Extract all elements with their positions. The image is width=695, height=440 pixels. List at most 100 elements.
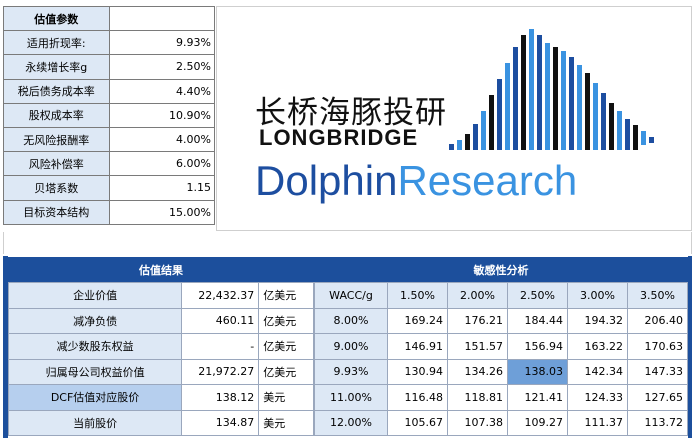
param-value: 6.00%: [108, 151, 215, 177]
param-label: 无风险报酬率: [3, 126, 110, 153]
sensitivity-cell: 163.22: [567, 333, 628, 360]
sensitivity-cell: 121.41: [507, 384, 568, 411]
valuation-value: 21,972.27: [181, 358, 260, 385]
wacc-value: 12.00%: [314, 409, 388, 436]
logo-chinese-name: 长桥海豚投研: [255, 95, 447, 131]
sensitivity-row: 8.00% 169.24 176.21 184.44 194.32 206.40: [314, 307, 688, 334]
sensitivity-cell: 147.33: [627, 358, 688, 385]
valuation-label: 减少数股东权益: [7, 333, 183, 360]
valuation-value: 460.11: [181, 307, 260, 334]
sensitivity-cell: 109.27: [507, 409, 568, 436]
valuation-row: 减净负债 460.11 亿美元: [7, 307, 314, 334]
sensitivity-cell: 206.40: [627, 307, 688, 334]
sensitivity-row: 11.00% 116.48 118.81 121.41 124.33 127.6…: [314, 384, 688, 411]
g-header: 1.50%: [387, 282, 448, 309]
param-value: 9.93%: [108, 30, 215, 56]
param-row: 风险补偿率 6.00%: [3, 151, 215, 177]
valuation-unit: 亿美元: [258, 358, 314, 385]
param-value: 2.50%: [108, 54, 215, 80]
param-row: 无风险报酬率 4.00%: [3, 126, 215, 153]
valuation-unit: 美元: [258, 409, 314, 436]
param-value: 4.00%: [108, 126, 215, 153]
param-row: 适用折现率: 9.93%: [3, 30, 215, 56]
param-row: 股权成本率 10.90%: [3, 102, 215, 128]
param-row: 永续增长率g 2.50%: [3, 54, 215, 80]
wacc-value: 11.00%: [314, 384, 388, 411]
sensitivity-cell: 184.44: [507, 307, 568, 334]
valuation-row: 减少数股东权益 - 亿美元: [7, 333, 314, 360]
param-row: 税后债务成本率 4.40%: [3, 78, 215, 104]
valuation-row: 当前股价 134.87 美元: [7, 409, 314, 436]
brand-part-research: Research: [397, 157, 578, 204]
brand-part-dolphin: Dolphin: [255, 157, 398, 204]
sensitivity-cell: 118.81: [447, 384, 508, 411]
param-label: 目标资本结构: [3, 199, 110, 225]
sensitivity-cell: 127.65: [627, 384, 688, 411]
g-header: 3.00%: [567, 282, 628, 309]
valuation-params-table: 估值参数 适用折现率: 9.93% 永续增长率g 2.50% 税后债务成本率 4…: [3, 5, 215, 225]
logo-brand-wordmark: DolphinResearch: [255, 157, 577, 205]
params-title: 估值参数: [3, 5, 110, 32]
wacc-value: 8.00%: [314, 307, 388, 334]
right-edge-band: [688, 256, 692, 438]
logo-bars-graphic: [449, 29, 654, 150]
valuation-unit: 美元: [258, 384, 314, 411]
valuation-label: 减净负债: [7, 307, 183, 334]
sensitivity-cell: 169.24: [387, 307, 448, 334]
sensitivity-cell: 194.32: [567, 307, 628, 334]
valuation-row: 归属母公司权益价值 21,972.27 亿美元: [7, 358, 314, 385]
sensitivity-cell: 130.94: [387, 358, 448, 385]
valuation-result-header: 估值结果: [8, 257, 314, 282]
g-header: 2.50%: [507, 282, 568, 309]
left-edge-band: [3, 256, 8, 438]
sensitivity-cell: 116.48: [387, 384, 448, 411]
param-label: 贝塔系数: [3, 175, 110, 201]
valuation-row: DCF估值对应股价 138.12 美元: [7, 384, 314, 411]
sensitivity-table: WACC/g 1.50% 2.00% 2.50% 3.00% 3.50% 8.0…: [314, 282, 688, 436]
param-row: 贝塔系数 1.15: [3, 175, 215, 201]
sensitivity-cell: 134.26: [447, 358, 508, 385]
valuation-value: 138.12: [181, 384, 260, 411]
param-value: 15.00%: [108, 199, 215, 225]
wacc-value: 9.93%: [314, 358, 388, 385]
sensitivity-row: 9.00% 146.91 151.57 156.94 163.22 170.63: [314, 333, 688, 360]
valuation-value: -: [181, 333, 260, 360]
sensitivity-row: 9.93% 130.94 134.26 138.03 142.34 147.33: [314, 358, 688, 385]
sensitivity-cell: 111.37: [567, 409, 628, 436]
spacer-row: [3, 232, 692, 254]
param-row: 目标资本结构 15.00%: [3, 199, 215, 225]
valuation-value: 134.87: [181, 409, 260, 436]
sensitivity-cell: 176.21: [447, 307, 508, 334]
g-header: 3.50%: [627, 282, 688, 309]
sensitivity-cell: 105.67: [387, 409, 448, 436]
param-value: 4.40%: [108, 78, 215, 104]
sensitivity-header-row: WACC/g 1.50% 2.00% 2.50% 3.00% 3.50%: [314, 282, 688, 309]
sensitivity-cell: 156.94: [507, 333, 568, 360]
valuation-label: 归属母公司权益价值: [7, 358, 183, 385]
valuation-value: 22,432.37: [181, 282, 260, 309]
valuation-row: 企业价值 22,432.37 亿美元: [7, 282, 314, 309]
valuation-label: DCF估值对应股价: [7, 384, 183, 411]
param-label: 永续增长率g: [3, 54, 110, 80]
valuation-label: 企业价值: [7, 282, 183, 309]
sensitivity-header: 敏感性分析: [314, 257, 688, 282]
sensitivity-cell: 142.34: [567, 358, 628, 385]
sensitivity-cell: 107.38: [447, 409, 508, 436]
params-title-blank: [108, 5, 215, 32]
valuation-unit: 亿美元: [258, 307, 314, 334]
valuation-unit: 亿美元: [258, 282, 314, 309]
longbridge-logo: 长桥海豚投研 LONGBRIDGE DolphinResearch: [216, 6, 692, 231]
valuation-result-table: 企业价值 22,432.37 亿美元 减净负债 460.11 亿美元 减少数股东…: [7, 282, 314, 436]
param-label: 风险补偿率: [3, 151, 110, 177]
sensitivity-cell-base: 138.03: [507, 358, 568, 385]
sensitivity-cell: 146.91: [387, 333, 448, 360]
sensitivity-cell: 151.57: [447, 333, 508, 360]
g-header: 2.00%: [447, 282, 508, 309]
param-value: 10.90%: [108, 102, 215, 128]
sensitivity-cell: 170.63: [627, 333, 688, 360]
sensitivity-cell: 124.33: [567, 384, 628, 411]
param-label: 适用折现率:: [3, 30, 110, 56]
sensitivity-corner: WACC/g: [314, 282, 388, 309]
sensitivity-cell: 113.72: [627, 409, 688, 436]
valuation-label: 当前股价: [7, 409, 183, 436]
